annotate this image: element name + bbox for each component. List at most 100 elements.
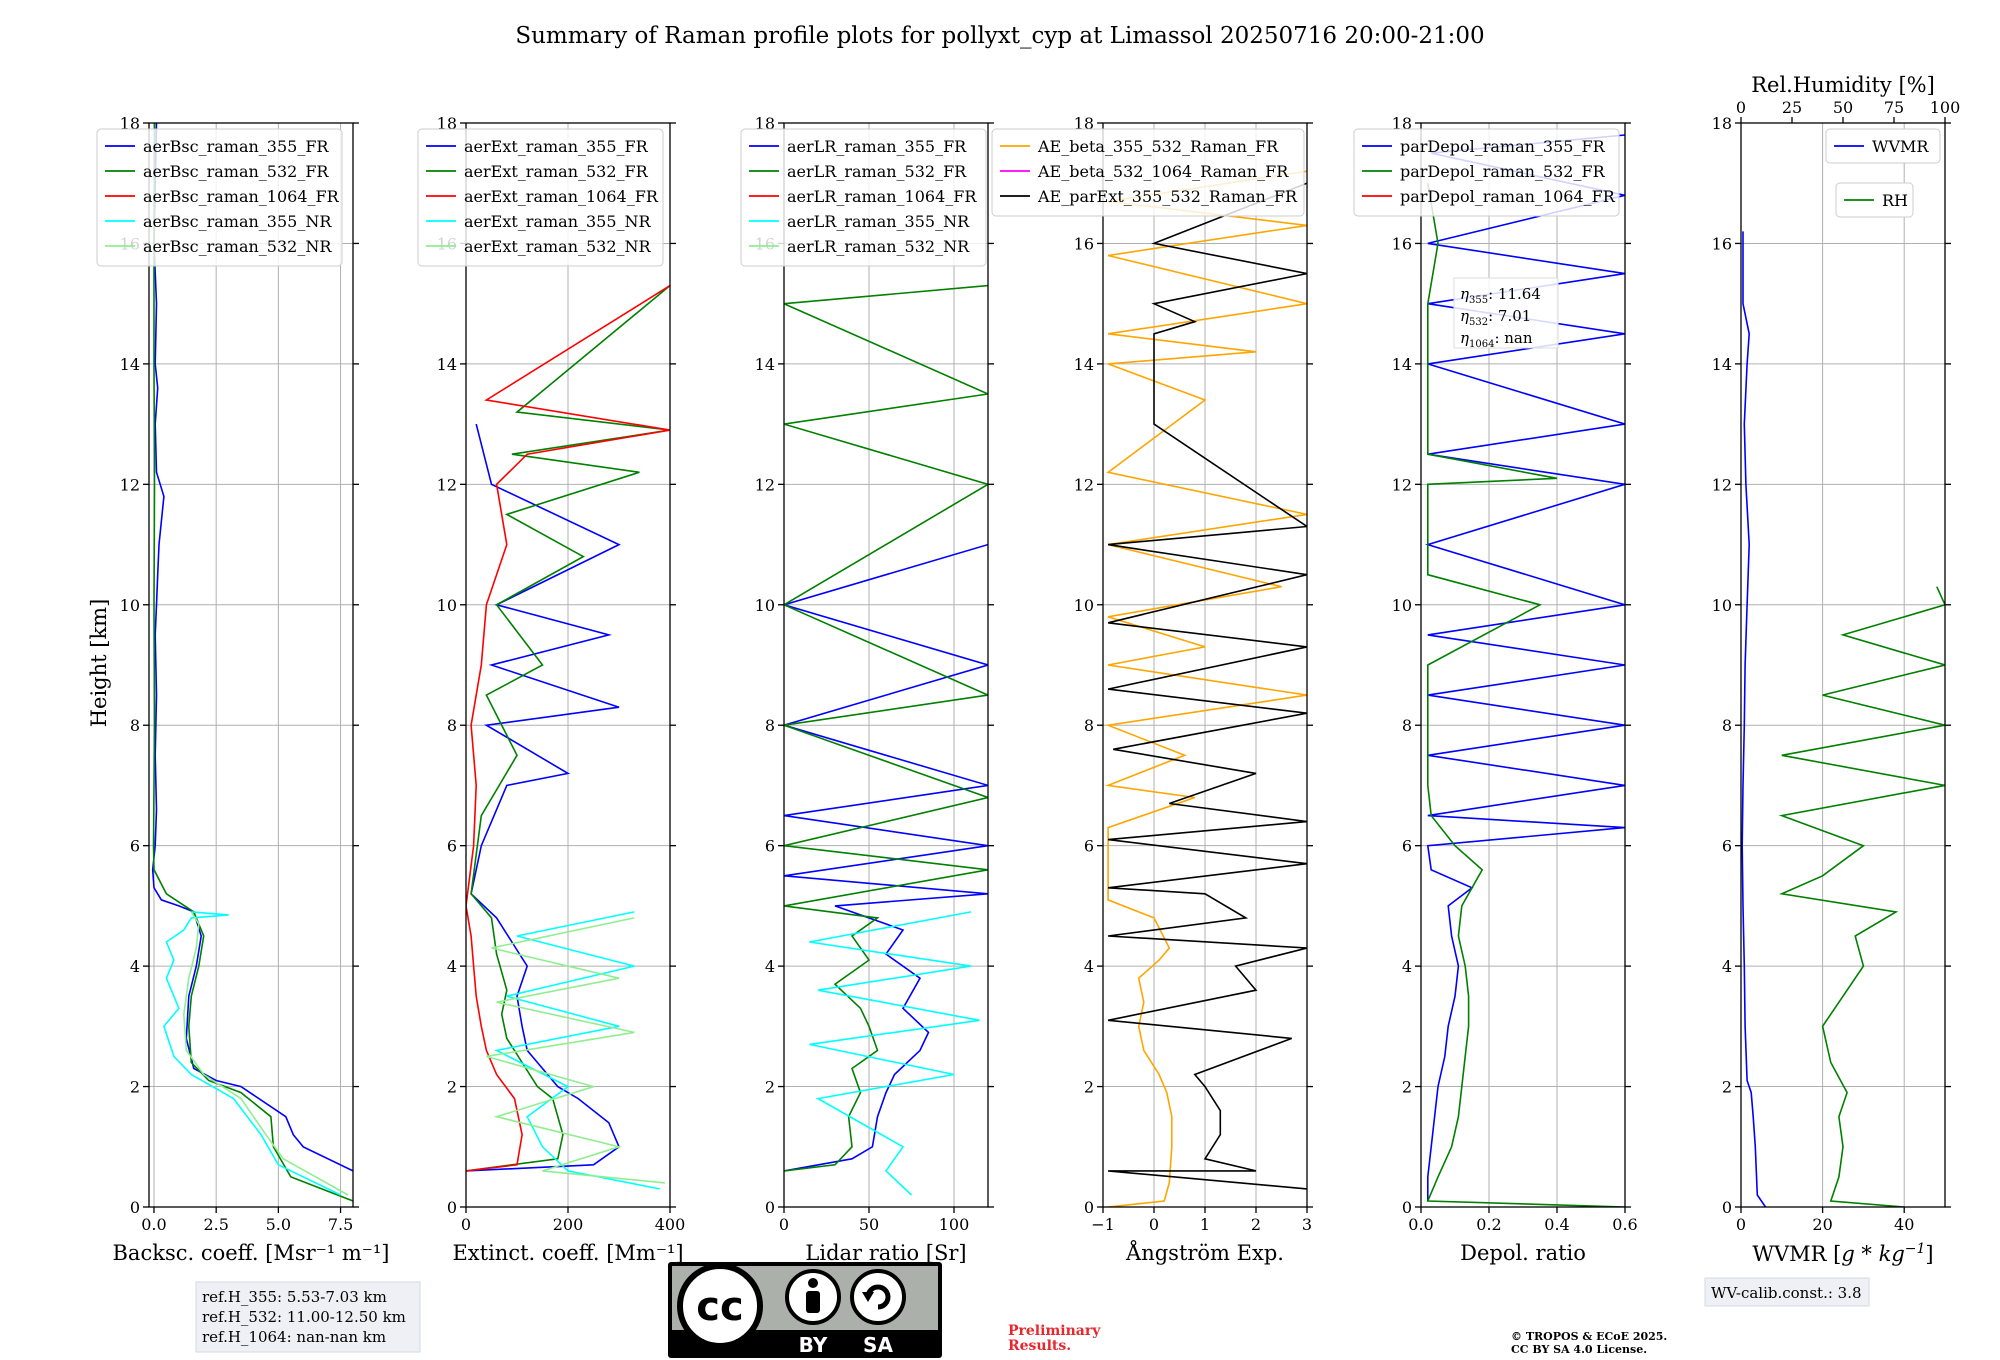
y-tick-label: 18 [437, 114, 457, 133]
x-tick-label: 0.2 [1476, 1215, 1501, 1234]
y-tick-label: 2 [130, 1078, 140, 1097]
series-aerBsc_raman_532_FR [152, 123, 353, 1202]
rh-legend-box [1835, 182, 1914, 218]
series-aerExt_raman_532_NR [486, 917, 665, 1184]
eta-value: η355: 11.64 [1460, 285, 1541, 306]
copyright-line-2: CC BY SA 4.0 License. [1511, 1343, 1647, 1356]
sa-label: SA [863, 1333, 893, 1357]
x-axis-label: Backsc. coeff. [Msr⁻¹ m⁻¹] [113, 1241, 390, 1265]
x-axis-label: Lidar ratio [Sr] [805, 1241, 966, 1265]
x-tick-label: 0 [779, 1215, 789, 1234]
calib-box [1704, 1277, 1870, 1307]
rh-axis-label: Rel.Humidity [%] [1751, 73, 1935, 97]
legend-entry: aerBsc_raman_532_NR [143, 237, 332, 256]
legend-entry: aerExt_raman_1064_FR [464, 187, 659, 206]
y-tick-label: 18 [755, 114, 775, 133]
ref-height-355: ref.H_355: 5.53-7.03 km [202, 1288, 387, 1306]
y-tick-label: 12 [1712, 475, 1732, 494]
series-aerExt_raman_1064_FR [466, 284, 670, 1172]
y-tick-label: 2 [765, 1078, 775, 1097]
series-AE_beta_355_532_Raman_FR [1104, 170, 1307, 1207]
y-tick-label: 18 [1074, 114, 1094, 133]
y-tick-label: 2 [1402, 1078, 1412, 1097]
legend-entry: aerBsc_raman_1064_FR [143, 187, 340, 206]
legend-entry: aerExt_raman_355_NR [464, 212, 652, 231]
legend-entry: aerExt_raman_532_NR [464, 237, 652, 256]
y-tick-label: 0 [1402, 1198, 1412, 1217]
y-tick-label: 10 [1712, 596, 1732, 615]
legend-box [991, 128, 1305, 217]
series-aerBsc_raman_355_FR [151, 123, 353, 1172]
x-tick-label: 2 [1251, 1215, 1261, 1234]
axes-frame [1740, 122, 1946, 1208]
y-tick-label: 14 [1392, 355, 1412, 374]
y-tick-label: 6 [1722, 837, 1732, 856]
legend-box [96, 128, 343, 267]
x-axis-label: Extinct. coeff. [Mm⁻¹] [452, 1241, 683, 1265]
y-tick-label: 0 [1084, 1198, 1094, 1217]
x-tick-label: 0 [461, 1215, 471, 1234]
y-tick-label: 10 [437, 596, 457, 615]
series-aerExt_raman_355_FR [466, 423, 621, 1172]
legend-entry: parDepol_raman_1064_FR [1400, 187, 1616, 206]
legend-entry: aerExt_raman_355_FR [464, 137, 649, 156]
x-tick-label: 0 [1736, 1215, 1746, 1234]
series-aerExt_raman_355_NR [494, 911, 660, 1190]
x-tick-label: 50 [859, 1215, 879, 1234]
y-tick-label: 14 [1712, 355, 1732, 374]
eta-box [1453, 277, 1559, 349]
legend-entry: aerLR_raman_355_NR [787, 212, 970, 231]
legend-entry: RH [1882, 191, 1908, 210]
series-aerExt_raman_532_FR [466, 284, 670, 1172]
legend-entry: aerLR_raman_532_NR [787, 237, 970, 256]
legend-box [1353, 128, 1620, 217]
y-tick-label: 8 [130, 716, 140, 735]
x-axis-label: Depol. ratio [1460, 1241, 1586, 1265]
x-axis-label: WVMR [g * kg−1] [1752, 1241, 1933, 1266]
x-tick-label: 40 [1894, 1215, 1914, 1234]
x-tick-label: 1 [1200, 1215, 1210, 1234]
series-aerBsc_raman_532_NR [182, 911, 349, 1196]
y-tick-label: 16 [1074, 234, 1094, 253]
y-tick-label: 18 [120, 114, 140, 133]
calib-text: WV-calib.const.: 3.8 [1711, 1284, 1862, 1302]
x-tick-label: 5.0 [266, 1215, 291, 1234]
x-tick-label: 3 [1302, 1215, 1312, 1234]
x-tick-label: −1 [1091, 1215, 1115, 1234]
y-tick-label: 4 [447, 957, 457, 976]
y-tick-label: 2 [1084, 1078, 1094, 1097]
y-tick-label: 12 [120, 475, 140, 494]
x-tick-label: 0.0 [141, 1215, 166, 1234]
axes-frame [148, 122, 354, 1208]
y-tick-label: 2 [447, 1078, 457, 1097]
axes-frame [783, 122, 989, 1208]
eta-value: η532: 7.01 [1460, 307, 1531, 328]
y-tick-label: 14 [437, 355, 457, 374]
y-tick-label: 8 [1402, 716, 1412, 735]
legend-entry: aerExt_raman_532_FR [464, 162, 649, 181]
legend-entry: aerBsc_raman_355_NR [143, 212, 332, 231]
preliminary-line-2: Results. [1008, 1338, 1071, 1354]
legend-entry: AE_beta_532_1064_Raman_FR [1037, 162, 1289, 181]
y-tick-label: 6 [130, 837, 140, 856]
top-x-tick-label: 50 [1833, 98, 1853, 117]
y-tick-label: 0 [1722, 1198, 1732, 1217]
y-tick-label: 12 [437, 475, 457, 494]
y-tick-label: 18 [1392, 114, 1412, 133]
legend-entry: parDepol_raman_532_FR [1400, 162, 1606, 181]
x-tick-label: 400 [655, 1215, 686, 1234]
x-tick-label: 0.6 [1612, 1215, 1637, 1234]
legend-box [740, 128, 987, 267]
x-axis-label: Ångström Exp. [1125, 1240, 1284, 1265]
series-aerLR_raman_532_FR [784, 284, 988, 1172]
y-tick-label: 6 [1402, 837, 1412, 856]
legend-entry: aerLR_raman_1064_FR [787, 187, 977, 206]
x-tick-label: 20 [1812, 1215, 1832, 1234]
cc-text: cc [696, 1284, 743, 1330]
x-tick-label: 200 [553, 1215, 584, 1234]
y-tick-label: 10 [120, 596, 140, 615]
figure-title: Summary of Raman profile plots for polly… [515, 23, 1484, 49]
series-WVMR [1741, 231, 1767, 1207]
legend-entry: WVMR [1872, 137, 1929, 156]
